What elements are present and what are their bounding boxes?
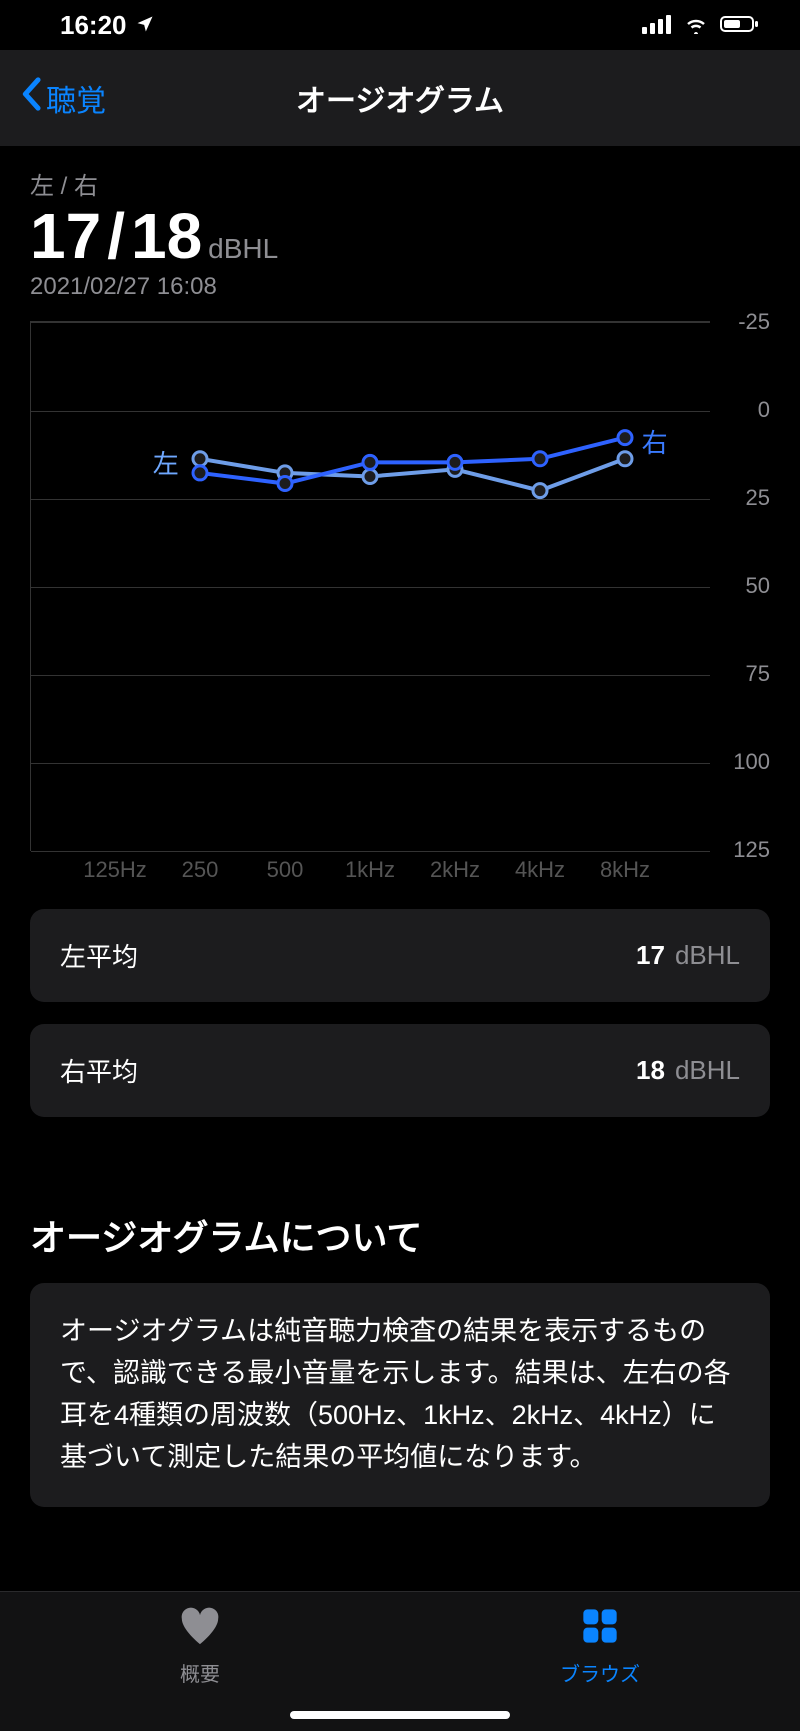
- summary-header: 左 / 右 17 / 18 dBHL 2021/02/27 16:08: [0, 146, 800, 311]
- summary-datetime: 2021/02/27 16:08: [30, 273, 770, 301]
- tab-bar: 概要 ブラウズ: [0, 1591, 800, 1731]
- tab-browse-label: ブラウズ: [560, 1658, 640, 1687]
- right-average-label: 右平均: [60, 1052, 138, 1089]
- value-unit: dBHL: [208, 234, 278, 265]
- left-average-label: 左平均: [60, 937, 138, 974]
- right-average-unit: dBHL: [675, 1055, 740, 1086]
- audiogram-chart: 左右 -250255075100125 125Hz2505001kHz2kHz4…: [30, 321, 770, 891]
- status-bar: 16:20: [0, 0, 800, 50]
- lr-label: 左 / 右: [30, 166, 770, 201]
- left-value: 17: [30, 201, 101, 271]
- location-arrow-icon: [135, 10, 155, 41]
- value-separator: /: [107, 201, 125, 271]
- home-indicator[interactable]: [290, 1711, 510, 1719]
- x-tick-label: 1kHz: [345, 857, 395, 883]
- chart-plot: [30, 321, 710, 851]
- y-tick-label: 0: [758, 397, 770, 423]
- y-axis-labels: -25 0 25 50 75 100 125: [715, 309, 770, 863]
- x-tick-label: 500: [267, 857, 304, 883]
- about-body: オージオグラムは純音聴力検査の結果を表示するもので、認識できる最小音量を示します…: [60, 1316, 731, 1472]
- nav-title: オージオグラム: [0, 76, 800, 120]
- y-tick-label: -25: [738, 309, 770, 335]
- summary-values: 17 / 18 dBHL: [30, 201, 770, 271]
- grid-icon: [580, 1606, 620, 1652]
- nav-bar: 聴覚 オージオグラム: [0, 50, 800, 146]
- y-tick-label: 75: [746, 661, 770, 687]
- wifi-icon: [682, 10, 710, 41]
- left-average-value: 17: [636, 940, 665, 971]
- back-button[interactable]: 聴覚: [20, 76, 106, 120]
- about-title: オージオグラムについて: [0, 1199, 800, 1283]
- tab-summary-label: 概要: [180, 1658, 220, 1687]
- chevron-left-icon: [20, 77, 42, 119]
- heart-icon: [178, 1606, 222, 1652]
- right-average-value: 18: [636, 1055, 665, 1086]
- x-tick-label: 4kHz: [515, 857, 565, 883]
- back-label: 聴覚: [46, 76, 106, 120]
- status-left: 16:20: [60, 10, 155, 41]
- y-tick-label: 25: [746, 485, 770, 511]
- x-tick-label: 125Hz: [83, 857, 147, 883]
- status-time: 16:20: [60, 10, 127, 41]
- right-value: 18: [131, 201, 202, 271]
- y-tick-label: 50: [746, 573, 770, 599]
- left-average-card[interactable]: 左平均 17 dBHL: [30, 909, 770, 1002]
- right-average-card[interactable]: 右平均 18 dBHL: [30, 1024, 770, 1117]
- x-tick-label: 250: [182, 857, 219, 883]
- x-tick-label: 2kHz: [430, 857, 480, 883]
- about-card: オージオグラムは純音聴力検査の結果を表示するもので、認識できる最小音量を示します…: [30, 1283, 770, 1506]
- battery-icon: [720, 10, 760, 41]
- left-average-unit: dBHL: [675, 940, 740, 971]
- x-tick-label: 8kHz: [600, 857, 650, 883]
- cellular-icon: [642, 10, 672, 41]
- y-tick-label: 100: [733, 749, 770, 775]
- x-axis-labels: 125Hz 250 500 1kHz 2kHz 4kHz 8kHz: [30, 857, 710, 891]
- y-tick-label: 125: [733, 837, 770, 863]
- status-right: [642, 10, 760, 41]
